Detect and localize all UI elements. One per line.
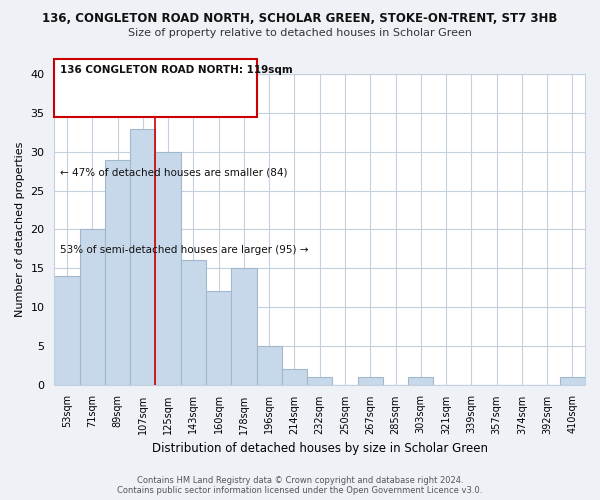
Y-axis label: Number of detached properties: Number of detached properties	[15, 142, 25, 317]
Bar	[408, 377, 433, 384]
Bar	[155, 152, 181, 384]
Text: 136 CONGLETON ROAD NORTH: 119sqm: 136 CONGLETON ROAD NORTH: 119sqm	[60, 65, 292, 75]
Bar	[130, 128, 155, 384]
Bar	[231, 268, 257, 384]
Bar	[307, 377, 332, 384]
Text: Contains HM Land Registry data © Crown copyright and database right 2024.
Contai: Contains HM Land Registry data © Crown c…	[118, 476, 482, 495]
Bar	[80, 230, 105, 384]
X-axis label: Distribution of detached houses by size in Scholar Green: Distribution of detached houses by size …	[152, 442, 488, 455]
Bar	[206, 292, 231, 384]
Bar	[105, 160, 130, 384]
Text: 136, CONGLETON ROAD NORTH, SCHOLAR GREEN, STOKE-ON-TRENT, ST7 3HB: 136, CONGLETON ROAD NORTH, SCHOLAR GREEN…	[43, 12, 557, 26]
Bar	[282, 369, 307, 384]
Bar	[257, 346, 282, 385]
Text: 53% of semi-detached houses are larger (95) →: 53% of semi-detached houses are larger (…	[60, 245, 308, 255]
Bar	[55, 276, 80, 384]
Text: Size of property relative to detached houses in Scholar Green: Size of property relative to detached ho…	[128, 28, 472, 38]
Text: ← 47% of detached houses are smaller (84): ← 47% of detached houses are smaller (84…	[60, 168, 287, 177]
FancyBboxPatch shape	[55, 58, 257, 117]
Bar	[181, 260, 206, 384]
Bar	[358, 377, 383, 384]
Bar	[560, 377, 585, 384]
